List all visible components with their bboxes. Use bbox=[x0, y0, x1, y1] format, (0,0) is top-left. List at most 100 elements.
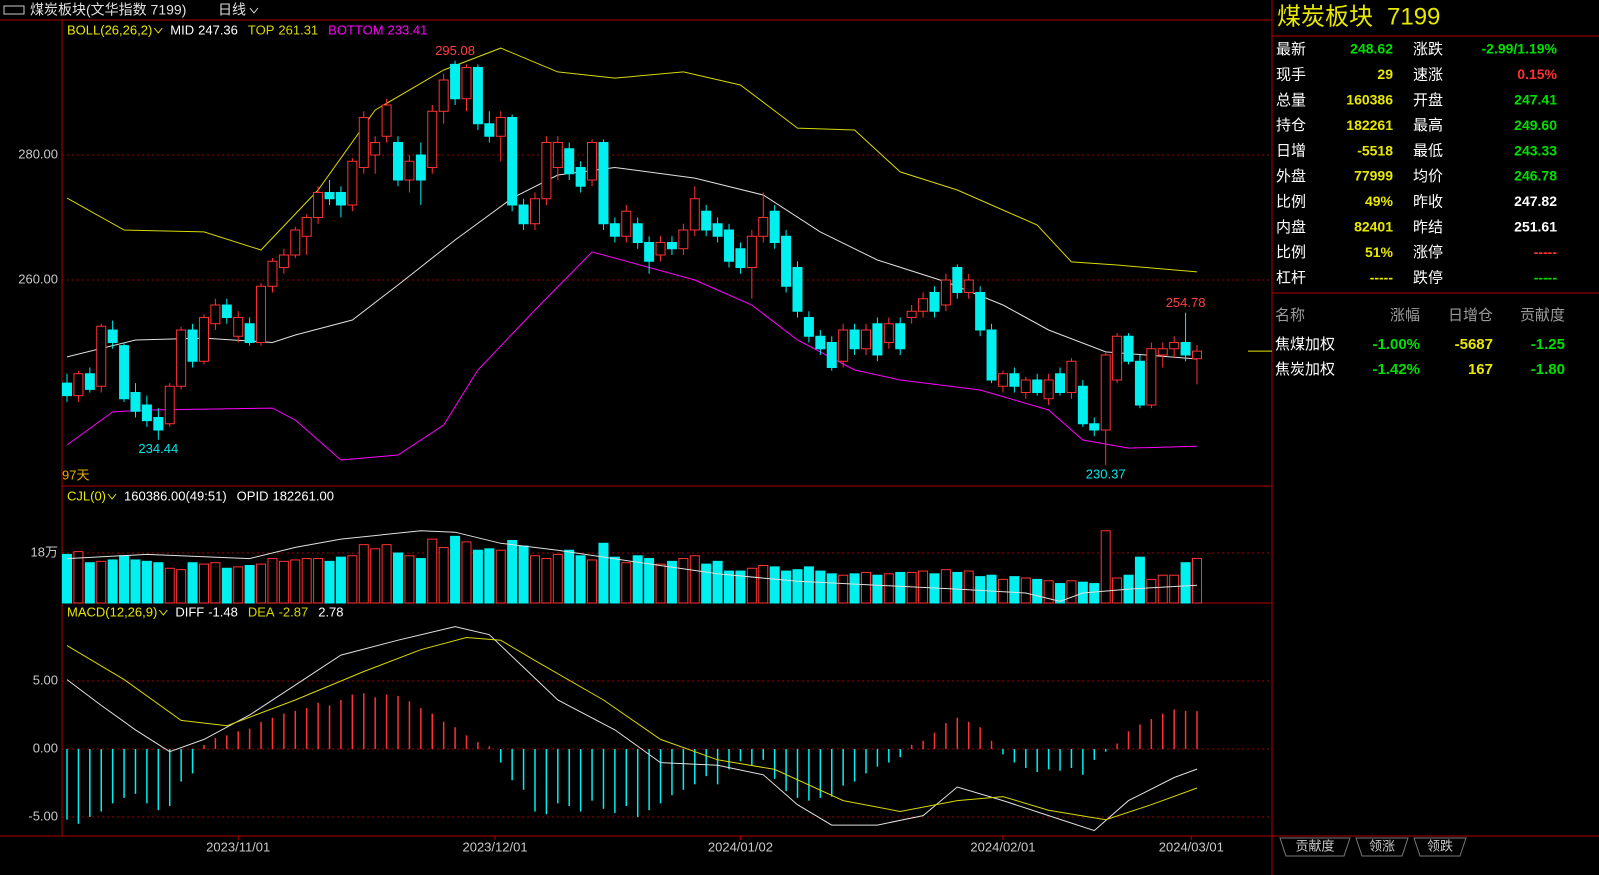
quote-label: 昨结 bbox=[1413, 219, 1443, 236]
indicator-name[interactable]: BOLL(26,26,2) bbox=[67, 22, 152, 37]
volume-bar bbox=[689, 555, 700, 604]
candle-body bbox=[73, 373, 84, 397]
period-dropdown-icon[interactable] bbox=[249, 7, 259, 14]
candle-body bbox=[313, 192, 324, 218]
indicator-value: 2.78 bbox=[318, 604, 343, 619]
indicator-label: DIFF bbox=[175, 604, 204, 619]
quote-value: ----- bbox=[1534, 244, 1558, 260]
candle-body bbox=[518, 204, 529, 225]
indicator-value: 182261.00 bbox=[272, 488, 333, 503]
volume-bar bbox=[621, 562, 632, 604]
tab[interactable] bbox=[1279, 837, 1351, 857]
volume-bar bbox=[632, 555, 643, 604]
candle-body bbox=[96, 325, 107, 387]
volume-bar bbox=[1157, 574, 1168, 604]
volume-bar bbox=[278, 560, 289, 604]
candle-body bbox=[1192, 350, 1202, 360]
candle-body bbox=[872, 323, 883, 356]
volume-bar bbox=[472, 549, 483, 604]
dropdown-icon[interactable] bbox=[153, 27, 163, 34]
y-tick-label: 5.00 bbox=[33, 672, 58, 687]
quote-label: 涨跌 bbox=[1413, 41, 1443, 58]
volume-bar bbox=[73, 551, 84, 604]
y-tick-label: 280.00 bbox=[18, 146, 58, 161]
candle-body bbox=[997, 373, 1008, 387]
volume-bar bbox=[290, 559, 301, 604]
volume-bar bbox=[62, 553, 72, 604]
indicator-label: BOTTOM bbox=[328, 22, 383, 37]
candle-body bbox=[1123, 335, 1134, 362]
candle-body bbox=[803, 317, 814, 337]
table-cell: -5687 bbox=[1455, 336, 1493, 353]
volume-bar bbox=[735, 570, 746, 604]
y-tick-label: 0.00 bbox=[33, 740, 58, 755]
candle-body bbox=[347, 160, 358, 206]
volume-bar bbox=[792, 569, 803, 604]
candle-body bbox=[735, 248, 746, 268]
quote-value: -5518 bbox=[1357, 142, 1393, 158]
volume-bar bbox=[666, 560, 677, 604]
volume-bar bbox=[872, 574, 883, 604]
dropdown-icon[interactable] bbox=[107, 493, 117, 500]
volume-bar bbox=[256, 563, 267, 604]
volume-bar bbox=[404, 555, 415, 604]
candle-body bbox=[358, 117, 369, 168]
volume-bar bbox=[164, 567, 175, 604]
tab-label[interactable]: 领涨 bbox=[1369, 838, 1395, 853]
volume-bar bbox=[370, 548, 381, 604]
volume-bar bbox=[587, 559, 598, 604]
candle-body bbox=[895, 323, 906, 350]
indicator-name[interactable]: MACD(12,26,9) bbox=[67, 604, 157, 619]
volume-bar bbox=[96, 560, 107, 604]
x-tick-label: 2024/03/01 bbox=[1159, 839, 1224, 854]
table-cell[interactable]: 焦煤加权 bbox=[1275, 336, 1335, 353]
volume-bar bbox=[655, 563, 666, 604]
quote-value: 247.41 bbox=[1514, 92, 1557, 108]
period-selector[interactable]: 日线 bbox=[218, 2, 246, 18]
candle-body bbox=[107, 329, 118, 343]
volume-bar bbox=[883, 573, 894, 604]
candle-body bbox=[666, 242, 677, 250]
candle-body bbox=[769, 210, 780, 243]
indicator-value: 233.41 bbox=[388, 22, 428, 37]
window-icon[interactable] bbox=[3, 5, 25, 15]
candle-body bbox=[381, 104, 392, 137]
volume-bar bbox=[381, 544, 392, 604]
candle-body bbox=[438, 79, 449, 112]
quote-value: 248.62 bbox=[1350, 41, 1393, 57]
candle-body bbox=[1157, 348, 1168, 356]
candle-body bbox=[1146, 348, 1157, 406]
quote-label: 开盘 bbox=[1413, 91, 1443, 109]
tab[interactable] bbox=[1355, 837, 1409, 857]
candle-body bbox=[404, 160, 415, 181]
candle-body bbox=[963, 279, 974, 293]
tab-label[interactable]: 领跌 bbox=[1427, 838, 1453, 853]
table-cell: -1.80 bbox=[1531, 361, 1565, 378]
candle-body bbox=[1100, 354, 1111, 431]
x-tick-label: 2023/12/01 bbox=[462, 839, 527, 854]
y-tick-label: -5.00 bbox=[28, 808, 58, 823]
tab-label[interactable]: 贡献度 bbox=[1295, 838, 1334, 853]
macd-line bbox=[66, 636, 1198, 821]
quote-label: 速涨 bbox=[1413, 66, 1443, 83]
tab[interactable] bbox=[1413, 837, 1467, 857]
table-cell[interactable]: 焦炭加权 bbox=[1275, 361, 1335, 378]
volume-bar bbox=[952, 571, 963, 604]
volume-bar bbox=[1066, 580, 1077, 604]
volume-bar bbox=[358, 544, 369, 604]
volume-bar bbox=[849, 573, 860, 604]
candle-body bbox=[918, 298, 929, 312]
candle-body bbox=[1066, 360, 1077, 393]
candle-body bbox=[484, 123, 495, 137]
volume-bar bbox=[986, 574, 997, 604]
candle-body bbox=[952, 267, 963, 293]
volume-bar bbox=[803, 566, 814, 604]
dropdown-icon[interactable] bbox=[158, 609, 168, 616]
indicator-name[interactable]: CJL(0) bbox=[67, 488, 106, 503]
volume-bar bbox=[701, 563, 712, 604]
volume-bar bbox=[119, 555, 130, 604]
x-tick-label: 2023/11/01 bbox=[206, 839, 270, 854]
candle-body bbox=[621, 210, 632, 237]
